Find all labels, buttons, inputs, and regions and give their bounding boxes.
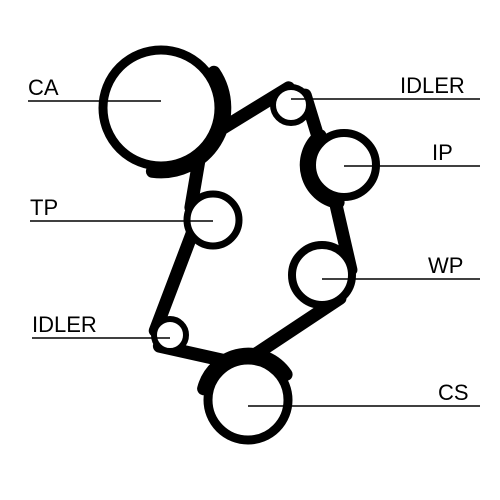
belt-routing-diagram: CA IDLER IP TP WP IDLER CS [0,0,500,500]
pulley-cs [208,360,288,440]
pulley-idler2 [154,319,186,351]
pulley-ca [103,50,219,166]
pulleys [103,50,376,440]
pulley-ip [312,133,376,197]
label-ip: IP [432,140,453,165]
pulley-idler1 [273,87,309,123]
label-idler1: IDLER [400,73,465,98]
label-tp: TP [30,195,58,220]
pulley-wp [292,245,352,305]
label-ca: CA [28,75,59,100]
pulley-tp [187,194,239,246]
label-idler2: IDLER [32,312,97,337]
label-cs: CS [438,380,469,405]
label-wp: WP [428,253,463,278]
